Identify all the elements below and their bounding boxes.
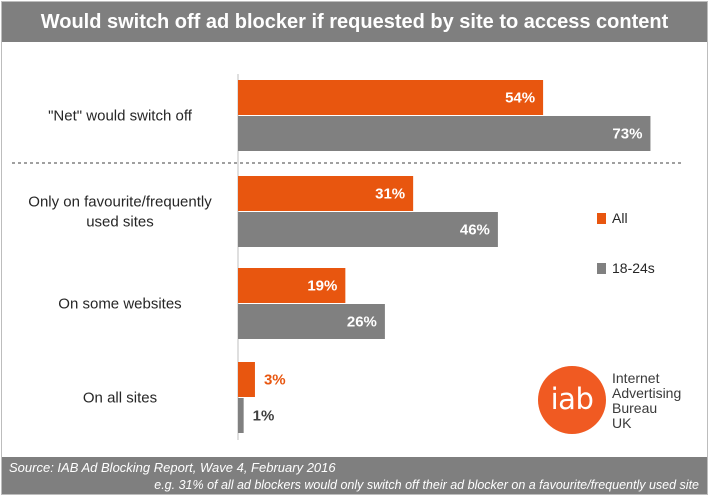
bar-value-label: 26% xyxy=(347,314,377,331)
bar-value-label: 54% xyxy=(505,90,535,107)
category-label: On some websites xyxy=(58,296,181,313)
bar-all xyxy=(238,268,346,303)
bar-value-label: 73% xyxy=(612,126,642,143)
bar-chart: "Net" would switch off Only on favourite/… xyxy=(12,74,682,440)
logo-line: Internet xyxy=(612,370,660,386)
category-label: Only on favourite/frequently used sites xyxy=(28,194,212,231)
bar-all xyxy=(238,80,544,115)
chart-title: Would switch off ad blocker if requested… xyxy=(2,2,707,42)
bar-value-label: 31% xyxy=(375,186,405,203)
bar-all xyxy=(238,362,255,397)
bar-18-24s xyxy=(238,304,385,339)
category-label: On all sites xyxy=(83,390,157,407)
bar-all xyxy=(238,176,414,211)
bar-value-label: 3% xyxy=(264,372,286,389)
iab-logo-words: Internet Advertising Bureau UK xyxy=(612,371,681,431)
logo-line: Bureau xyxy=(612,400,658,416)
iab-logo: iab Internet Advertising Bureau UK xyxy=(538,366,707,446)
legend-label: 18-24s xyxy=(612,260,655,276)
logo-line: UK xyxy=(612,415,632,431)
bar-18-24s xyxy=(238,212,498,247)
bar-value-label: 19% xyxy=(307,278,337,295)
legend-label: All xyxy=(612,210,628,226)
legend-swatch xyxy=(597,263,606,274)
footnote-text: e.g. 31% of all ad blockers would only s… xyxy=(154,478,699,492)
bar-18-24s xyxy=(238,398,244,433)
bar-18-24s xyxy=(238,116,651,151)
bar-value-label: 46% xyxy=(460,222,490,239)
bar-value-label: 1% xyxy=(253,408,275,425)
logo-line: Advertising xyxy=(612,385,682,401)
category-label: "Net" would switch off xyxy=(48,108,193,125)
source-text: Source: IAB Ad Blocking Report, Wave 4, … xyxy=(9,460,336,475)
iab-logo-mark: iab xyxy=(538,366,606,434)
legend-swatch xyxy=(597,213,606,224)
footer: Source: IAB Ad Blocking Report, Wave 4, … xyxy=(2,457,707,494)
